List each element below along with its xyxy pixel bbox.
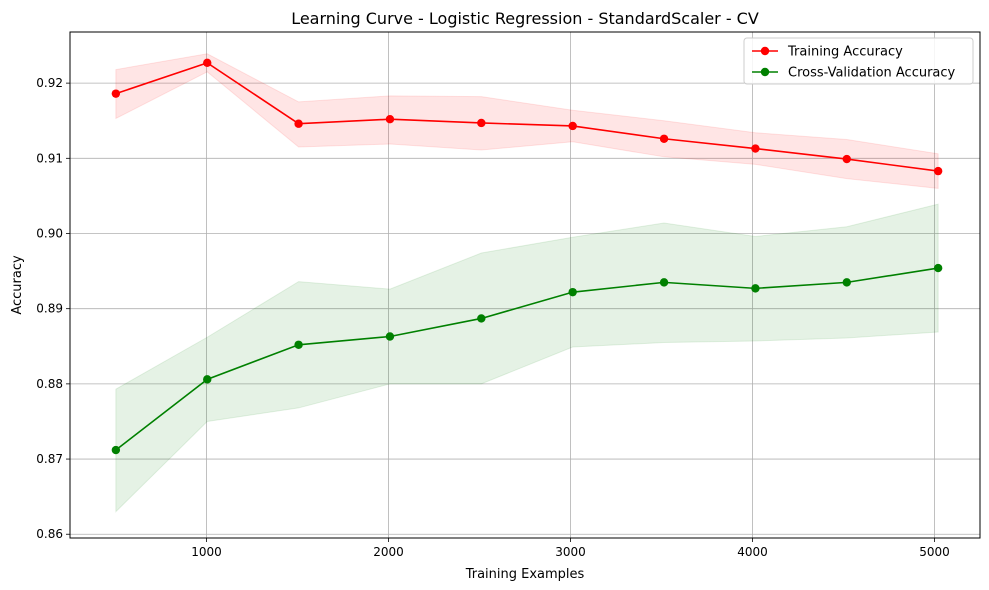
cross-validation-accuracy-point xyxy=(385,332,395,341)
training-accuracy-point xyxy=(933,166,943,176)
legend-cross-validation-marker xyxy=(760,67,770,77)
cross-validation-accuracy-point xyxy=(842,278,851,287)
y-tick-label: 0.88 xyxy=(36,377,63,391)
cross-validation-accuracy-band xyxy=(115,203,939,513)
cross-validation-accuracy-point xyxy=(568,287,577,297)
training-accuracy-point xyxy=(203,58,212,68)
cross-validation-accuracy-point xyxy=(477,314,486,323)
plot-frame xyxy=(69,31,981,539)
training-accuracy-line xyxy=(115,61,939,172)
legend-training-marker xyxy=(760,46,770,56)
x-tick-label: 1000 xyxy=(191,545,222,559)
legend-box xyxy=(743,37,974,85)
training-accuracy-point xyxy=(751,144,760,153)
chart-title: Learning Curve - Logistic Regression - S… xyxy=(291,9,759,28)
y-tick-label: 0.86 xyxy=(36,527,63,541)
x-tick-label: 2000 xyxy=(373,545,404,559)
y-tick-layer: 0.86 0.87 0.88 0.89 0.90 0.91 0.92 xyxy=(36,76,70,541)
training-accuracy-point xyxy=(477,118,486,128)
cross-validation-accuracy-point xyxy=(294,340,303,349)
training-accuracy-point xyxy=(294,119,303,128)
training-accuracy-point xyxy=(111,89,121,98)
x-tick-label: 3000 xyxy=(555,545,586,559)
y-tick-label: 0.87 xyxy=(36,452,63,466)
confidence-band-layer xyxy=(115,53,939,513)
y-tick-label: 0.91 xyxy=(36,151,63,165)
y-tick-label: 0.90 xyxy=(36,226,63,240)
series-point-layer xyxy=(111,58,943,455)
cross-validation-accuracy-point xyxy=(751,284,760,293)
grid-layer xyxy=(70,32,980,538)
x-tick-label: 5000 xyxy=(919,545,950,559)
y-tick-label: 0.92 xyxy=(36,76,63,90)
cross-validation-accuracy-point xyxy=(111,445,121,455)
x-axis-label: Training Examples xyxy=(465,567,585,582)
training-accuracy-band xyxy=(115,53,939,189)
y-tick-label: 0.89 xyxy=(36,302,63,316)
cross-validation-accuracy-point xyxy=(933,263,943,273)
legend-training-label: Training Accuracy xyxy=(787,45,903,60)
cross-validation-accuracy-point xyxy=(203,375,212,384)
training-accuracy-point xyxy=(568,121,577,131)
legend: Training Accuracy Cross-Validation Accura… xyxy=(743,37,974,85)
series-line-layer xyxy=(115,61,939,451)
training-accuracy-point xyxy=(659,134,669,143)
training-accuracy-point xyxy=(842,154,851,164)
x-tick-label: 4000 xyxy=(737,545,768,559)
x-tick-layer: 1000 2000 3000 4000 5000 xyxy=(191,538,950,559)
cross-validation-accuracy-point xyxy=(659,278,669,287)
y-axis-label: Accuracy xyxy=(10,255,25,315)
legend-cross-validation-label: Cross-Validation Accuracy xyxy=(788,66,956,81)
training-accuracy-point xyxy=(385,115,395,124)
cross-validation-accuracy-line xyxy=(115,267,939,451)
